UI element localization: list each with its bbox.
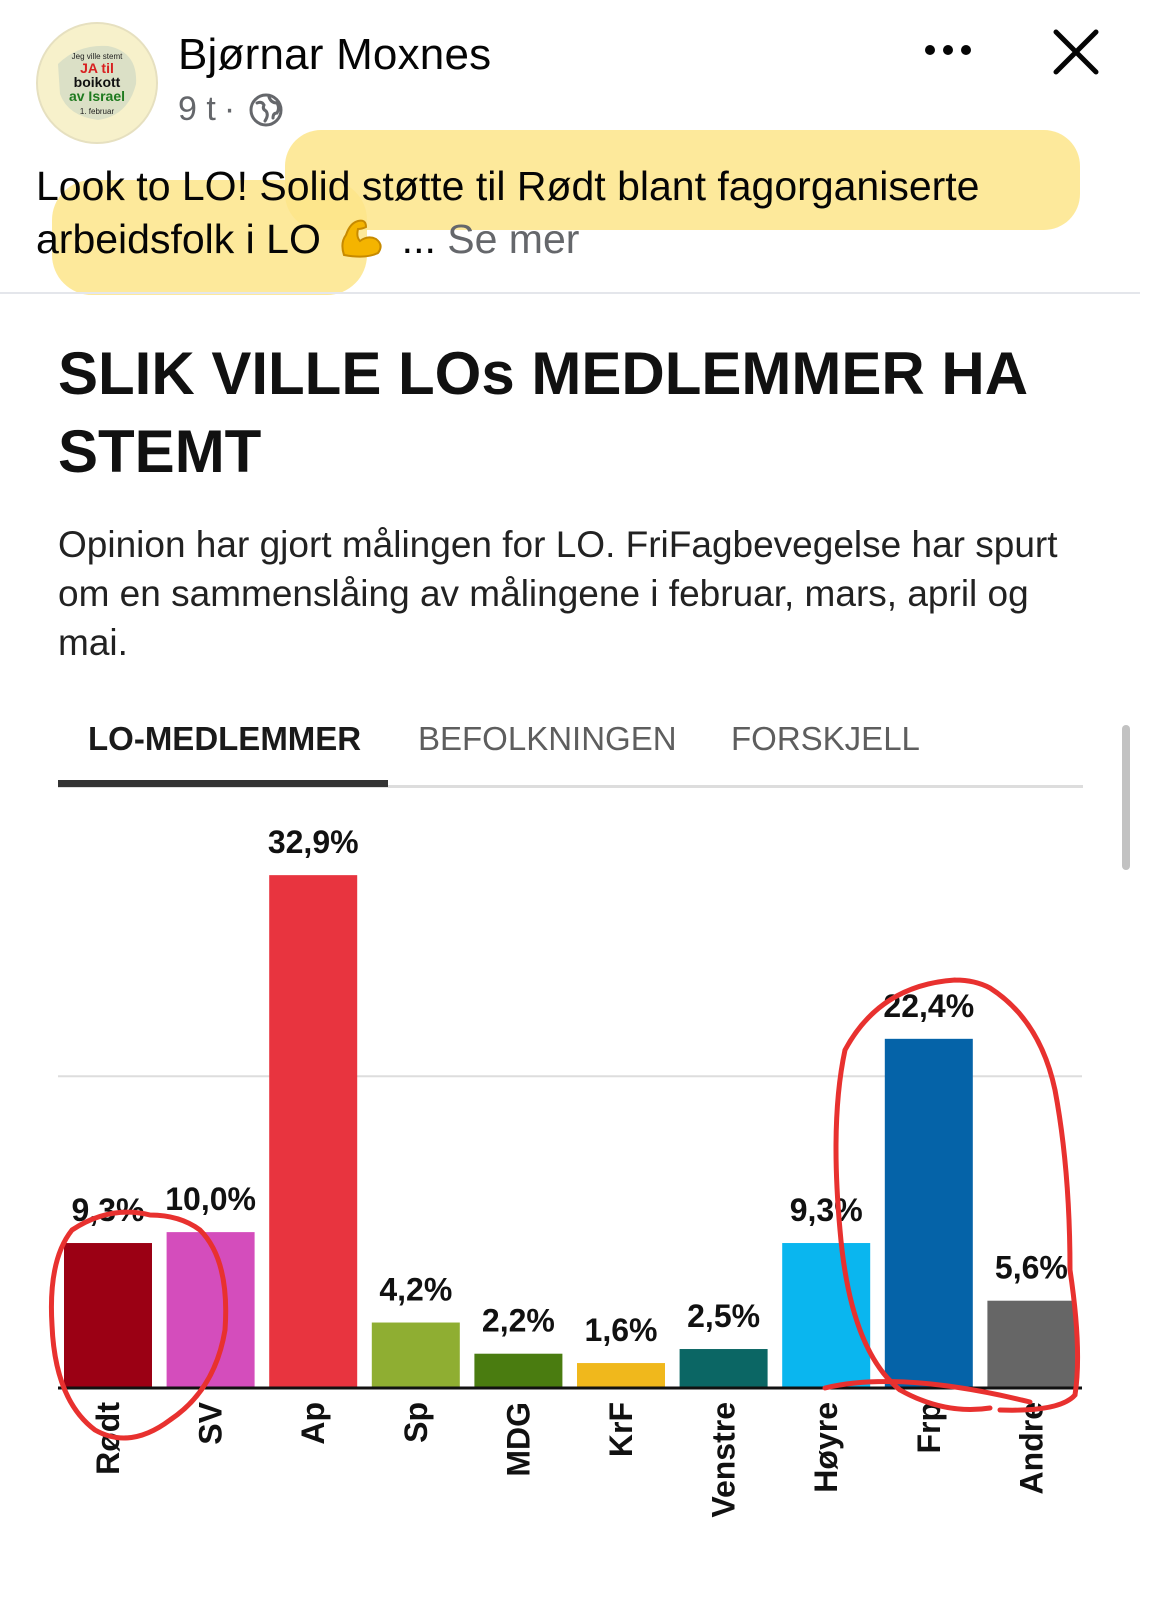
tab-befolkningen[interactable]: BEFOLKNINGEN — [418, 720, 677, 757]
bar-value-label: 1,6% — [585, 1312, 658, 1348]
meta-separator: · — [223, 90, 236, 128]
post-time[interactable]: 9 t — [178, 90, 216, 128]
bar-chart: 9,3% Rødt 10,0% SV 32,9% Ap 4,2% Sp 2,2% MDG 1,6% K… — [0, 790, 1170, 1611]
bar-andre — [987, 1300, 1076, 1388]
category-label: SV — [193, 1401, 229, 1444]
card-title: SLIK VILLE LOs MEDLEMMER HA STEMT — [58, 340, 1026, 485]
bar-value-label: 2,5% — [687, 1298, 760, 1334]
svg-text:JA til: JA til — [80, 60, 114, 76]
category-label: Venstre — [706, 1402, 742, 1518]
avatar-badge-icon: Jeg ville stemt JA til boikott av Israel… — [38, 24, 156, 142]
post-text: Look to LO! Solid støtte til Rødt blant … — [36, 160, 1136, 266]
annotation-circle-right — [822, 977, 1081, 1413]
bar-krf — [577, 1363, 665, 1388]
post-meta: 9 t · — [178, 90, 285, 129]
card-description: Opinion har gjort målingen for LO. FriFa… — [58, 524, 1058, 663]
bar-value-label: 5,6% — [995, 1250, 1068, 1286]
bar-mdg — [474, 1353, 563, 1388]
bar-sv — [166, 1232, 255, 1388]
bar-value-label: 32,9% — [268, 824, 359, 860]
category-label: MDG — [500, 1402, 536, 1477]
avatar[interactable]: Jeg ville stemt JA til boikott av Israel… — [36, 22, 158, 144]
more-icon[interactable] — [920, 30, 980, 70]
post-ellipsis: ... — [401, 216, 436, 262]
bar-value-label: 10,0% — [165, 1181, 256, 1217]
bar-venstre — [679, 1349, 768, 1388]
bar-frp — [884, 1038, 973, 1388]
tab-forskjell[interactable]: FORSKJELL — [731, 720, 920, 757]
category-label: KrF — [603, 1402, 639, 1457]
tab-lo-medlemmer[interactable]: LO-MEDLEMMER — [88, 720, 362, 757]
divider — [0, 292, 1140, 294]
post-header: Jeg ville stemt JA til boikott av Israel… — [0, 0, 1170, 150]
post-author[interactable]: Bjørnar Moxnes — [178, 30, 492, 79]
bar-value-label: 4,2% — [379, 1272, 452, 1308]
category-label: Høyre — [808, 1402, 844, 1493]
bar-value-label: 2,2% — [482, 1303, 555, 1339]
active-tab-indicator — [58, 780, 388, 787]
svg-text:boikott: boikott — [74, 74, 121, 90]
svg-text:Jeg ville stemt: Jeg ville stemt — [72, 52, 123, 61]
category-label: Sp — [398, 1402, 434, 1443]
highlight-mark-1 — [285, 130, 1080, 230]
bar-chart-svg: 9,3%Rødt10,0%SV32,9%Ap4,2%Sp2,2%MDG1,6%K… — [48, 824, 1082, 1518]
annotation-circle-left — [48, 1209, 229, 1441]
bar-value-label: 9,3% — [790, 1192, 863, 1228]
bar-rødt — [64, 1243, 152, 1388]
bar-ap — [269, 875, 358, 1388]
highlight-mark-2 — [52, 180, 367, 295]
tab-bar: LO-MEDLEMMER BEFOLKNINGEN FORSKJELL — [58, 700, 1083, 788]
category-label: Andre — [1013, 1402, 1049, 1494]
globe-icon — [249, 93, 283, 126]
muscle-emoji-icon — [341, 219, 382, 258]
close-icon[interactable] — [1050, 26, 1102, 78]
scrollbar[interactable] — [1122, 725, 1130, 870]
see-more-link[interactable]: Se mer — [447, 216, 580, 262]
svg-text:1. februar: 1. februar — [80, 107, 115, 116]
post-text-body: Look to LO! Solid støtte til Rødt blant … — [36, 163, 980, 262]
category-label: Ap — [295, 1402, 331, 1445]
svg-text:av Israel: av Israel — [69, 88, 125, 104]
bar-sp — [371, 1322, 460, 1388]
category-label: Frp — [911, 1402, 947, 1454]
tabs-divider — [58, 785, 1083, 788]
